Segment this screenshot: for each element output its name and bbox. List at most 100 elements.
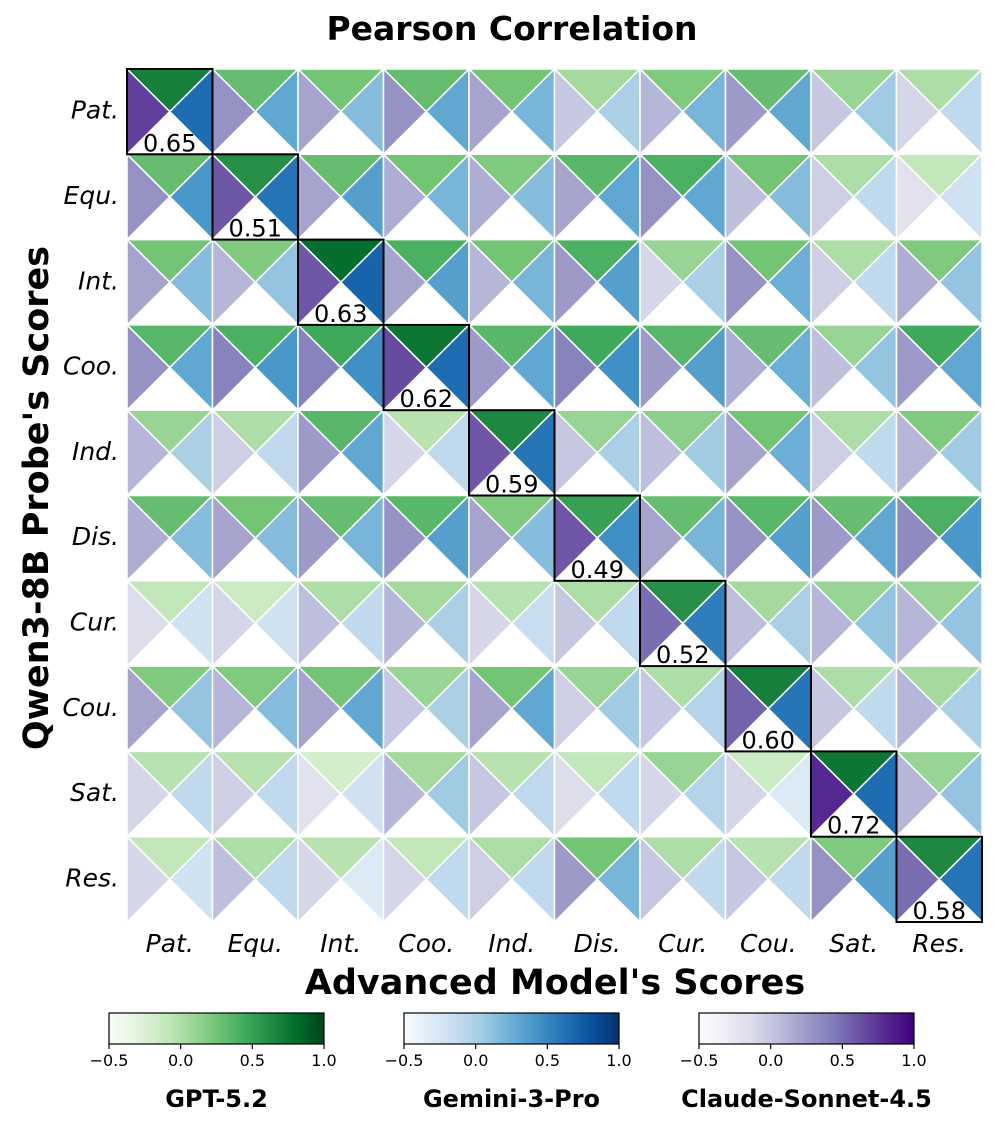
heatmap-cell [125,835,215,923]
heatmap-cell [638,494,728,582]
heatmap-cell [125,153,215,241]
heatmap-cell [638,153,728,241]
heatmap-cell [809,324,899,411]
heatmap-cell [809,494,899,582]
heatmap-cell [210,835,300,923]
heatmap-cell [552,494,642,582]
colorbar-gradient [108,1012,325,1045]
heatmap-cell [638,665,728,753]
heatmap-cell [723,153,813,241]
heatmap-cell [467,409,557,497]
diagonal-value-label: 0.52 [656,641,709,669]
heatmap-cell [125,324,215,411]
heatmap-cell [809,835,899,923]
y-tick-label: Int. [78,266,119,295]
heatmap-cell [809,238,899,326]
heatmap-cell [894,153,984,241]
diagonal-value-label: 0.60 [742,726,795,754]
y-tick-label: Cur. [70,607,119,636]
heatmap-cell [296,409,386,497]
heatmap-cell [381,153,471,241]
colorbar-tick-label: 0.0 [463,1051,488,1070]
x-tick-label: Pat. [146,929,194,958]
heatmap-cell [381,409,471,497]
heatmap-cell [894,750,984,838]
diagonal-value-label: 0.58 [913,897,966,925]
heatmap-cell [296,750,386,838]
colorbar-tick-label: 1.0 [606,1051,631,1070]
heatmap-cell [723,238,813,326]
y-tick-label: Equ. [64,181,119,210]
colorbars: −0.5 0.0 0.5 1.0 GPT-5.2 −0.5 0.0 0.5 1.0 Gemini-… [90,1012,932,1113]
heatmap-cell [381,750,471,838]
heatmap-cell [125,494,215,582]
heatmap-cell [723,580,813,667]
y-axis-label: Qwen3-8B Probe's Scores [17,246,57,750]
x-tick-labels: Pat. Equ. Int. Coo. Ind. Dis. Cur. Cou. Sat. Res. [146,929,966,958]
heatmap-cell [894,580,984,667]
heatmap-cell [467,665,557,753]
diagonal-box [553,494,641,582]
cell-triangle-empty [125,878,215,923]
heatmap-cell [381,665,471,753]
colorbar-tick-label: 0.5 [830,1051,855,1070]
diagonal-value-label: 0.49 [571,556,624,584]
x-tick-label: Cur. [658,929,707,958]
colorbar-tick-label: 0.0 [758,1051,783,1070]
heatmap-cell [210,409,300,497]
heatmap-cell [552,238,642,326]
y-tick-label: Pat. [71,96,119,125]
heatmap-cell [809,68,899,156]
heatmap-cell [894,238,984,326]
heatmap-cell [296,153,386,241]
colorbar-tick-label: 0.5 [240,1051,265,1070]
heatmap-cell [809,580,899,667]
heatmap-cell [638,750,728,838]
heatmap-cell [467,750,557,838]
y-tick-labels: Pat. Equ. Int. Coo. Ind. Dis. Cur. Cou. Sat. Res. [62,96,119,893]
heatmap-cell [210,68,300,156]
y-tick-label: Dis. [72,522,119,551]
heatmap-cell [125,665,215,753]
diagonal-value-label: 0.63 [314,300,367,328]
heatmap-cell [723,750,813,838]
diagonal-value-label: 0.51 [229,215,282,243]
heatmap-cell [638,324,728,411]
x-tick-label: Int. [320,929,361,958]
heatmap-cell [381,494,471,582]
chart-title: Pearson Correlation [326,9,697,48]
heatmap-cell [296,68,386,156]
y-tick-label: Ind. [72,437,119,466]
heatmap-cell [467,324,557,411]
heatmap-cell [894,409,984,497]
diagonal-value-label: 0.65 [143,129,196,157]
heatmap-cell [638,68,728,156]
heatmap-cell [638,835,728,923]
colorbar-gradient [698,1012,915,1045]
heatmap-cell [296,494,386,582]
y-tick-label: Cou. [62,693,119,722]
heatmap-cell [552,665,642,753]
colorbar-tick-label: 0.0 [168,1051,193,1070]
heatmap-cell [809,665,899,753]
heatmap-cell [894,835,984,923]
heatmap-cell [210,153,300,241]
colorbar-gemini-3-pro: −0.5 0.0 0.5 1.0 Gemini-3-Pro [385,1012,632,1113]
x-tick-label: Coo. [398,929,454,958]
x-tick-label: Dis. [574,929,621,958]
heatmap-cell [467,580,557,667]
heatmap-cell [296,665,386,753]
heatmap-cell [467,68,557,156]
heatmap-cell [552,409,642,497]
colorbar-name: Gemini-3-Pro [423,1085,600,1113]
cell-triangle-empty [467,878,557,923]
colorbar-tick-label: −0.5 [385,1051,424,1070]
heatmap-cell [894,494,984,582]
diagonal-highlights: 0.65 0.51 0.63 0.62 0.59 0.49 0.52 0.60 0.72 0.58 [126,68,983,925]
diagonal-box [639,579,727,668]
colorbar-name: Claude-Sonnet-4.5 [681,1085,932,1113]
heatmap-cell [638,409,728,497]
diagonal-box [297,238,385,326]
heatmap-cell [809,153,899,241]
heatmap-cell [467,153,557,241]
